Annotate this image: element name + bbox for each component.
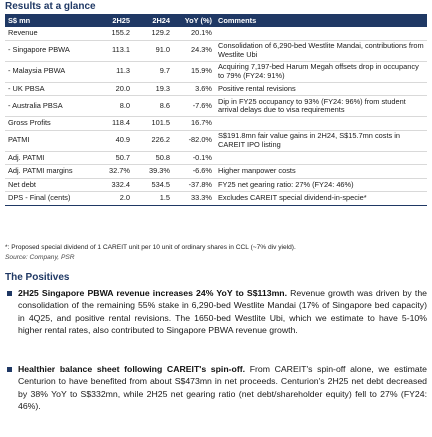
table-row: Adj. PATMI 50.7 50.8 -0.1% — [5, 151, 427, 165]
row-comment: Positive rental revisions — [215, 82, 427, 96]
row-comment: Higher manpower costs — [215, 164, 427, 179]
row-2h24: 8.6 — [133, 95, 173, 117]
row-yoy: 3.6% — [173, 82, 215, 96]
row-yoy: 15.9% — [173, 61, 215, 83]
row-2h25: 8.0 — [93, 95, 133, 117]
positives-heading: The Positives — [5, 272, 70, 283]
positive-item-text: Healthier balance sheet following CAREIT… — [18, 363, 427, 412]
row-2h24: 101.5 — [133, 116, 173, 131]
row-2h24: 226.2 — [133, 130, 173, 152]
positive-item-body: From CAREIT's spin-off alone, we estimat… — [18, 364, 427, 411]
positive-item-text: 2H25 Singapore PBWA revenue increases 24… — [18, 287, 427, 336]
row-comment: Dip in FY25 occupancy to 93% (FY24: 96%)… — [215, 95, 427, 117]
positive-item: Healthier balance sheet following CAREIT… — [5, 363, 427, 433]
source-note: Source: Company, PSR — [5, 254, 75, 261]
table-row: - Malaysia PBWA 11.3 9.7 15.9% Acquiring… — [5, 61, 427, 83]
row-label: Adj. PATMI — [5, 151, 93, 165]
row-2h25: 20.0 — [93, 82, 133, 96]
row-comment: Excludes CAREIT special dividend-in-spec… — [215, 191, 427, 206]
row-2h24: 1.5 — [133, 191, 173, 206]
row-comment — [215, 151, 427, 165]
row-comment: Acquiring 7,197-bed Harum Megah offsets … — [215, 61, 427, 83]
header-label: S$ mn — [5, 14, 93, 27]
table-header-row: S$ mn 2H25 2H24 YoY (%) Comments — [5, 14, 427, 27]
table-row: PATMI 40.9 226.2 -82.0% S$191.8mn fair v… — [5, 130, 427, 152]
header-yoy: YoY (%) — [173, 14, 215, 27]
row-comment — [215, 116, 427, 131]
header-2h24: 2H24 — [133, 14, 173, 27]
row-yoy: 33.3% — [173, 191, 215, 206]
row-2h25: 32.7% — [93, 164, 133, 179]
row-2h24: 534.5 — [133, 178, 173, 192]
row-yoy: -7.6% — [173, 95, 215, 117]
table-row: Gross Profits 118.4 101.5 16.7% — [5, 116, 427, 131]
row-yoy: -37.8% — [173, 178, 215, 192]
row-comment: FY25 net gearing ratio: 27% (FY24: 46%) — [215, 178, 427, 192]
row-2h24: 9.7 — [133, 61, 173, 83]
positive-item-body: Revenue growth was driven by the consoli… — [18, 288, 427, 335]
row-yoy: 24.3% — [173, 40, 215, 62]
row-2h24: 19.3 — [133, 82, 173, 96]
positive-item-headline: 2H25 Singapore PBWA revenue increases 24… — [18, 288, 288, 298]
row-2h25: 11.3 — [93, 61, 133, 83]
table-row: - Australia PBSA 8.0 8.6 -7.6% Dip in FY… — [5, 95, 427, 117]
table-row: Net debt 332.4 534.5 -37.8% FY25 net gea… — [5, 178, 427, 192]
row-2h24: 50.8 — [133, 151, 173, 165]
footnote: *: Proposed special dividend of 1 CAREIT… — [5, 244, 296, 251]
bullet-square-icon — [7, 291, 12, 296]
row-label: DPS - Final (cents) — [5, 191, 93, 206]
row-2h25: 113.1 — [93, 40, 133, 62]
row-2h25: 118.4 — [93, 116, 133, 131]
header-2h25: 2H25 — [93, 14, 133, 27]
row-label: - Malaysia PBWA — [5, 61, 93, 83]
row-2h25: 40.9 — [93, 130, 133, 152]
row-comment: Consolidation of 6,290-bed Westlite Mand… — [215, 40, 427, 62]
row-yoy: 20.1% — [173, 27, 215, 41]
row-2h25: 50.7 — [93, 151, 133, 165]
row-2h25: 332.4 — [93, 178, 133, 192]
table-row: Revenue 155.2 129.2 20.1% — [5, 27, 427, 41]
positive-item-headline: Healthier balance sheet following CAREIT… — [18, 364, 246, 374]
bullet-square-icon — [7, 367, 12, 372]
table-row: DPS - Final (cents) 2.0 1.5 33.3% Exclud… — [5, 191, 427, 206]
row-2h24: 129.2 — [133, 27, 173, 41]
row-label: - Australia PBSA — [5, 95, 93, 117]
positive-item: 2H25 Singapore PBWA revenue increases 24… — [5, 287, 427, 357]
row-yoy: -6.6% — [173, 164, 215, 179]
row-2h25: 2.0 — [93, 191, 133, 206]
row-label: - UK PBSA — [5, 82, 93, 96]
row-2h25: 155.2 — [93, 27, 133, 41]
row-label: PATMI — [5, 130, 93, 152]
header-comments: Comments — [215, 14, 427, 27]
row-yoy: 16.7% — [173, 116, 215, 131]
row-comment: S$191.8mn fair value gains in 2H24, S$15… — [215, 130, 427, 152]
results-table: S$ mn 2H25 2H24 YoY (%) Comments Revenue… — [5, 14, 427, 206]
table-row: Adj. PATMI margins 32.7% 39.3% -6.6% Hig… — [5, 164, 427, 179]
row-yoy: -0.1% — [173, 151, 215, 165]
row-label: Gross Profits — [5, 116, 93, 131]
section-title: Results at a glance — [5, 1, 96, 12]
row-label: Adj. PATMI margins — [5, 164, 93, 179]
table-row: - UK PBSA 20.0 19.3 3.6% Positive rental… — [5, 82, 427, 96]
row-2h24: 91.0 — [133, 40, 173, 62]
row-label: - Singapore PBWA — [5, 40, 93, 62]
row-yoy: -82.0% — [173, 130, 215, 152]
row-label: Net debt — [5, 178, 93, 192]
row-label: Revenue — [5, 27, 93, 41]
row-2h24: 39.3% — [133, 164, 173, 179]
row-comment — [215, 27, 427, 41]
table-row: - Singapore PBWA 113.1 91.0 24.3% Consol… — [5, 40, 427, 62]
